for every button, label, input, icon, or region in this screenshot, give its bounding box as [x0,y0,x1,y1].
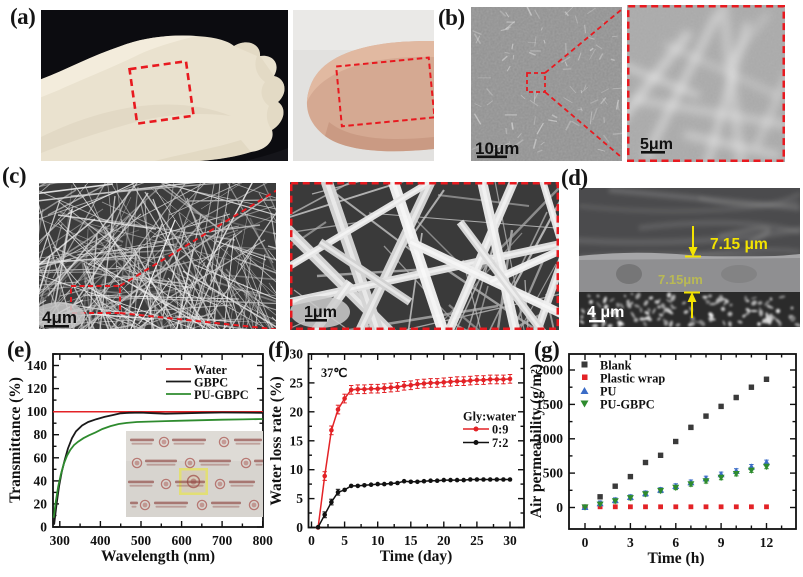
svg-text:700: 700 [212,533,233,548]
svg-text:Blank: Blank [600,359,632,373]
svg-text:1500: 1500 [536,397,563,412]
svg-text:20: 20 [437,533,451,548]
svg-text:500: 500 [131,533,152,548]
svg-text:2000: 2000 [536,363,563,378]
svg-text:100: 100 [27,404,48,419]
svg-text:0: 0 [296,520,303,535]
svg-text:1μm: 1μm [304,304,337,321]
svg-text:10μm: 10μm [475,139,519,158]
svg-text:20: 20 [290,404,304,419]
svg-text:12: 12 [760,535,774,550]
svg-text:60: 60 [34,450,48,465]
svg-text:Time (day): Time (day) [380,548,452,565]
svg-text:25: 25 [290,375,304,390]
svg-text:15: 15 [290,433,304,448]
svg-text:GBPC: GBPC [194,376,228,390]
svg-text:120: 120 [27,381,48,396]
svg-text:Water loss rate (%): Water loss rate (%) [268,376,285,505]
svg-text:6: 6 [672,535,679,550]
svg-text:PU-GBPC: PU-GBPC [600,398,655,412]
svg-text:5: 5 [341,533,348,548]
svg-text:9: 9 [718,535,725,550]
svg-text:800: 800 [253,533,274,548]
svg-text:Plastic wrap: Plastic wrap [600,372,665,386]
svg-text:500: 500 [543,466,564,481]
svg-text:4 μm: 4 μm [587,304,624,321]
svg-text:1000: 1000 [536,431,563,446]
svg-text:30: 30 [503,533,517,548]
svg-text:10: 10 [371,533,385,548]
svg-text:0: 0 [582,535,589,550]
svg-text:0:9: 0:9 [492,423,508,437]
svg-text:Wavelength (nm): Wavelength (nm) [101,548,215,565]
svg-text:3: 3 [627,535,634,550]
svg-text:600: 600 [171,533,192,548]
svg-text:30: 30 [290,347,304,362]
svg-text:140: 140 [27,358,48,373]
svg-text:40: 40 [34,473,48,488]
svg-text:7.15μm: 7.15μm [658,272,703,287]
svg-text:Transmittance (%): Transmittance (%) [7,377,24,503]
svg-text:20: 20 [34,496,48,511]
svg-text:25: 25 [470,533,484,548]
svg-text:Water: Water [194,363,227,377]
svg-text:5μm: 5μm [640,136,673,153]
svg-text:Gly:water: Gly:water [463,410,517,424]
svg-text:Air permeability (g/m²): Air permeability (g/m²) [528,364,545,518]
svg-text:15: 15 [404,533,418,548]
svg-text:0: 0 [556,500,563,515]
svg-text:Time (h): Time (h) [648,550,705,567]
svg-text:7.15 μm: 7.15 μm [710,236,768,253]
svg-text:0: 0 [40,520,47,535]
svg-text:7:2: 7:2 [492,436,508,450]
svg-text:PU: PU [600,385,617,399]
svg-text:80: 80 [34,427,48,442]
svg-text:10: 10 [290,462,304,477]
svg-text:400: 400 [90,533,111,548]
svg-text:5: 5 [296,491,303,506]
svg-text:300: 300 [50,533,71,548]
svg-text:37℃: 37℃ [321,366,347,380]
svg-text:PU-GBPC: PU-GBPC [194,388,249,402]
svg-text:4μm: 4μm [42,308,77,327]
svg-text:0: 0 [308,533,315,548]
